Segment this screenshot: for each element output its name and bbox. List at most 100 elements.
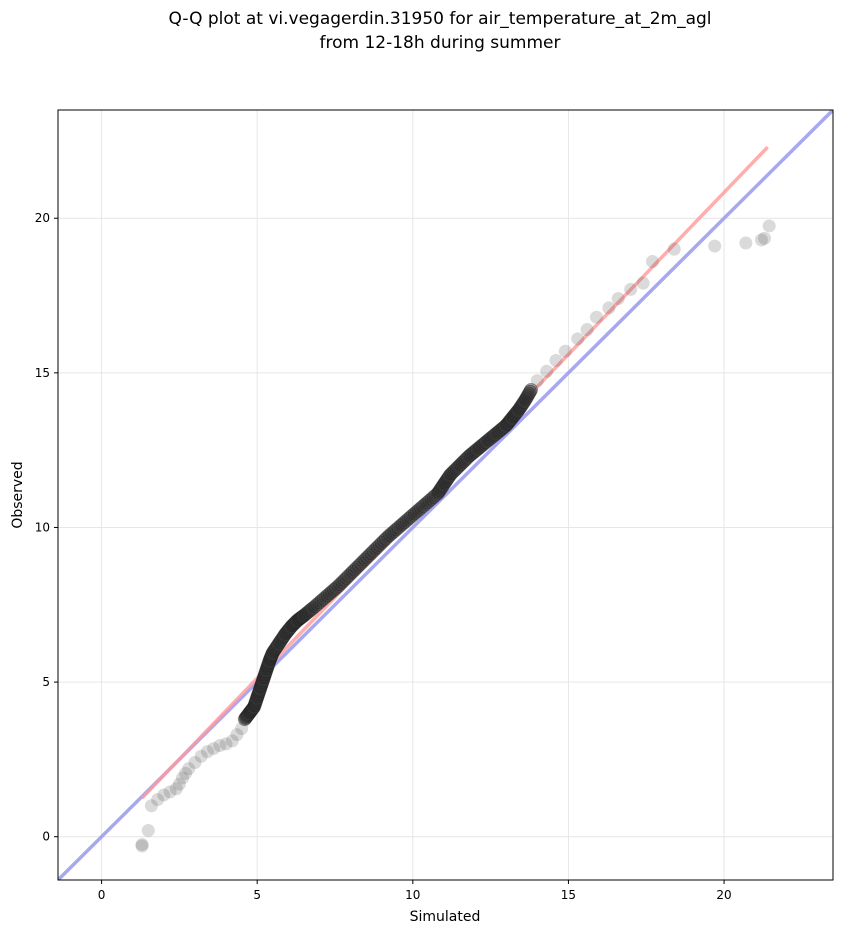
qq-point bbox=[225, 734, 239, 748]
qq-point bbox=[244, 704, 258, 718]
qq-point bbox=[312, 595, 327, 610]
qq-point bbox=[356, 554, 370, 569]
qq-point bbox=[381, 529, 395, 544]
qq-point bbox=[362, 548, 377, 563]
qq-point bbox=[219, 737, 233, 751]
axis-ticks: 0 5 10 15 20 0 5 10 15 20 bbox=[35, 211, 732, 902]
qq-point bbox=[521, 388, 535, 403]
qq-point bbox=[251, 686, 266, 700]
qq-point bbox=[263, 650, 278, 665]
y-tick-label: 15 bbox=[35, 366, 50, 380]
qq-point bbox=[401, 511, 416, 526]
qq-point bbox=[482, 432, 496, 447]
qq-point bbox=[349, 560, 364, 575]
qq-point bbox=[157, 788, 171, 802]
qq-point bbox=[440, 472, 454, 487]
qq-point bbox=[298, 607, 313, 622]
qq-point bbox=[393, 519, 408, 533]
qq-point bbox=[383, 528, 397, 542]
qq-point bbox=[428, 488, 443, 503]
qq-point bbox=[513, 399, 528, 414]
qq-point bbox=[163, 785, 177, 799]
qq-point bbox=[504, 412, 519, 426]
y-tick-label: 5 bbox=[42, 675, 50, 689]
qq-point bbox=[507, 408, 522, 423]
qq-point bbox=[252, 684, 267, 699]
qq-point bbox=[442, 469, 457, 484]
qq-point bbox=[503, 413, 518, 428]
plot-frame bbox=[57, 109, 834, 881]
qq-point bbox=[243, 705, 258, 719]
qq-point bbox=[501, 415, 516, 430]
qq-point bbox=[141, 824, 155, 838]
qq-point bbox=[405, 508, 420, 523]
qq-point bbox=[407, 506, 422, 521]
qq-point bbox=[754, 233, 768, 247]
qq-point bbox=[303, 603, 318, 618]
qq-point bbox=[333, 577, 348, 592]
qq-point bbox=[444, 466, 459, 481]
qq-point bbox=[475, 437, 490, 452]
qq-point bbox=[288, 615, 303, 630]
qq-point bbox=[241, 707, 256, 721]
qq-point bbox=[580, 323, 594, 337]
qq-point bbox=[239, 710, 254, 725]
quantile-points bbox=[135, 219, 776, 853]
qq-point bbox=[254, 676, 269, 691]
qq-point bbox=[372, 538, 387, 552]
qq-point bbox=[389, 522, 404, 537]
qq-point bbox=[282, 622, 297, 636]
qq-point bbox=[439, 474, 453, 488]
qq-point bbox=[391, 520, 406, 535]
qq-point bbox=[480, 433, 495, 448]
qq-point bbox=[454, 457, 468, 471]
qq-point bbox=[430, 486, 445, 501]
qq-point bbox=[314, 593, 329, 608]
qq-point bbox=[261, 656, 276, 671]
qq-point bbox=[322, 586, 337, 601]
qq-point bbox=[449, 461, 464, 476]
x-tick-label: 0 bbox=[98, 888, 106, 902]
qq-point bbox=[331, 579, 346, 594]
qq-point bbox=[500, 417, 515, 432]
qq-point bbox=[493, 423, 507, 438]
qq-point bbox=[252, 682, 267, 697]
qq-point bbox=[460, 450, 475, 465]
qq-point bbox=[274, 633, 288, 648]
qq-point bbox=[486, 428, 501, 443]
qq-point bbox=[293, 611, 308, 625]
qq-point bbox=[426, 490, 441, 504]
qq-point bbox=[424, 491, 439, 506]
qq-point bbox=[399, 513, 414, 528]
qq-point bbox=[403, 510, 418, 524]
qq-point bbox=[324, 584, 339, 599]
qq-point bbox=[739, 236, 753, 250]
qq-point bbox=[253, 679, 268, 694]
qq-point bbox=[275, 631, 289, 646]
qq-point bbox=[457, 454, 472, 468]
qq-point bbox=[258, 667, 272, 682]
qq-point bbox=[485, 430, 500, 444]
qq-point bbox=[354, 556, 368, 571]
qq-point bbox=[295, 609, 310, 624]
qq-point bbox=[306, 600, 321, 615]
qq-point bbox=[524, 382, 538, 397]
qq-point bbox=[265, 645, 280, 660]
qq-point bbox=[268, 641, 283, 655]
qq-point bbox=[182, 762, 196, 776]
qq-point bbox=[248, 695, 263, 710]
qq-point bbox=[347, 562, 362, 577]
qq-point bbox=[519, 391, 533, 406]
qq-point bbox=[469, 443, 484, 457]
qq-point bbox=[376, 533, 391, 548]
qq-point bbox=[477, 436, 492, 451]
qq-point bbox=[240, 708, 255, 722]
qq-point bbox=[135, 837, 149, 851]
qq-point bbox=[420, 495, 435, 510]
qq-point bbox=[264, 648, 279, 663]
qq-point bbox=[320, 588, 335, 603]
qq-point bbox=[474, 439, 489, 453]
qq-point bbox=[558, 344, 572, 358]
qq-point bbox=[260, 659, 275, 674]
qq-point bbox=[433, 481, 448, 496]
